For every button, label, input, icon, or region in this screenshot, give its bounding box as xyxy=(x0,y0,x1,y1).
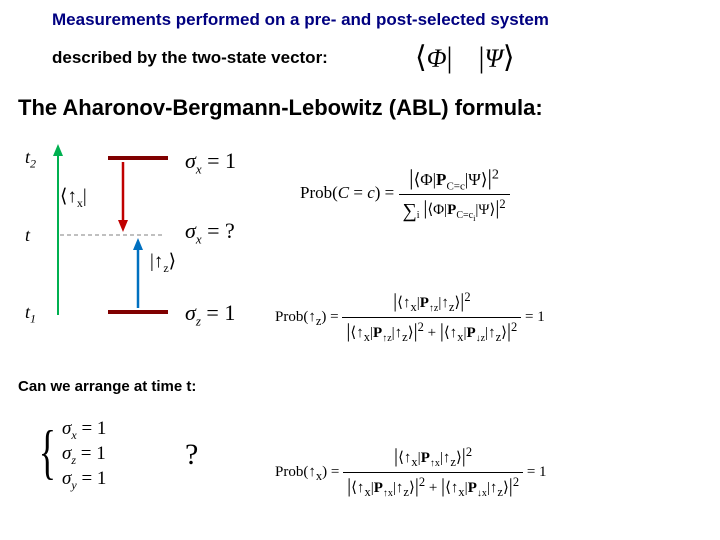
sigma-x-eq-1: σx = 1 xyxy=(185,148,236,177)
sigma-z-eq-1: σz = 1 xyxy=(185,300,235,329)
question-mark: ? xyxy=(185,438,198,472)
bottom-ket: |↑z⟩ xyxy=(150,250,176,276)
abl-formula-spinx: Prob(↑x) = |⟨↑x|P↑x|↑z⟩|2 |⟨↑x|P↑x|↑z⟩|2… xyxy=(275,445,547,500)
sigma-x-eq-q: σx = ? xyxy=(185,218,235,247)
abl-title: The Aharonov-Bergmann-Lebowitz (ABL) for… xyxy=(18,95,543,121)
abl-formula-general: Prob(C = c) = |⟨Φ|PC=c|Ψ⟩|2 ∑i |⟨Φ|PC=ci… xyxy=(300,165,510,223)
header-line-1: Measurements performed on a pre- and pos… xyxy=(52,10,549,30)
sigma-system: σx = 1 σz = 1 σy = 1 xyxy=(62,418,106,492)
t-label: t xyxy=(25,225,30,246)
arrow-diagram xyxy=(48,140,198,325)
curly-brace: { xyxy=(39,418,56,487)
two-state-bra: ⟨Φ| |Ψ⟩ xyxy=(415,40,515,75)
header-line-2: described by the two-state vector: xyxy=(52,48,328,68)
t2-label: t2 xyxy=(25,147,36,172)
mid-braket: ⟨↑x| xyxy=(60,185,87,211)
abl-formula-spinz: Prob(↑z) = |⟨↑x|P↑z|↑z⟩|2 |⟨↑x|P↑z|↑z⟩|2… xyxy=(275,290,545,345)
t1-label: t1 xyxy=(25,302,36,327)
question-text: Can we arrange at time t: xyxy=(18,378,196,395)
